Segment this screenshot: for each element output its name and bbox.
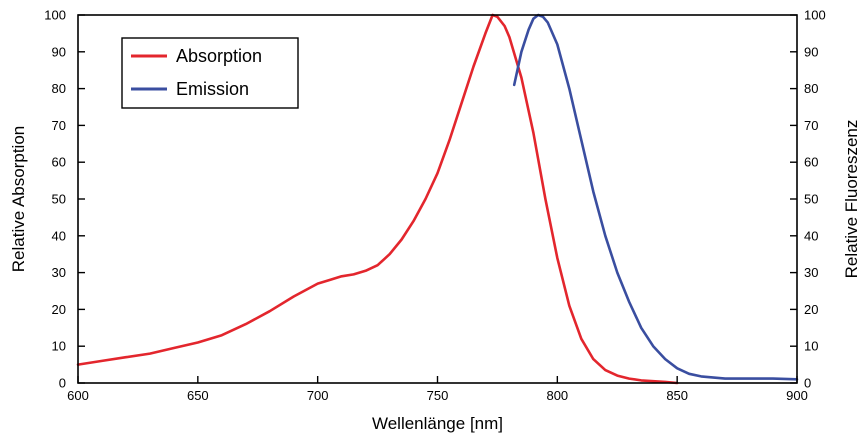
y-tick-label-left: 30 bbox=[52, 265, 66, 280]
series-line-emission bbox=[512, 13, 799, 381]
legend: Absorption Emission bbox=[121, 37, 299, 109]
y-tick-label-right: 50 bbox=[804, 192, 818, 207]
ticks-layer: 600 650 700 750 800 850 9000102030405060708090… bbox=[44, 8, 825, 404]
y-tick-label-left: 100 bbox=[44, 8, 66, 23]
y-axis-title-right: Relative Fluoreszenz bbox=[842, 120, 861, 279]
x-tick-label: 700 bbox=[307, 388, 329, 403]
y-tick-label-right: 20 bbox=[804, 302, 818, 317]
x-tick-label: 800 bbox=[546, 388, 568, 403]
series-line-absorption bbox=[76, 13, 679, 385]
x-tick-label: 900 bbox=[786, 388, 808, 403]
y-tick-label-right: 0 bbox=[804, 376, 811, 391]
x-tick-label: 600 bbox=[67, 388, 89, 403]
y-axis-title-left: Relative Absorption bbox=[9, 126, 28, 272]
y-tick-label-left: 0 bbox=[59, 376, 66, 391]
y-tick-label-right: 60 bbox=[804, 155, 818, 170]
y-tick-label-right: 100 bbox=[804, 8, 826, 23]
y-tick-label-left: 10 bbox=[52, 339, 66, 354]
legend-label-absorption: Absorption bbox=[176, 46, 262, 66]
y-tick-label-right: 40 bbox=[804, 228, 818, 243]
y-tick-label-right: 30 bbox=[804, 265, 818, 280]
x-tick-label: 750 bbox=[427, 388, 449, 403]
y-tick-label-left: 80 bbox=[52, 81, 66, 96]
y-tick-label-left: 40 bbox=[52, 228, 66, 243]
x-tick-label: 850 bbox=[666, 388, 688, 403]
x-axis-title: Wellenlänge [nm] bbox=[372, 414, 503, 433]
legend-label-emission: Emission bbox=[176, 79, 249, 99]
y-tick-label-left: 20 bbox=[52, 302, 66, 317]
x-tick-label: 650 bbox=[187, 388, 209, 403]
y-tick-label-right: 10 bbox=[804, 339, 818, 354]
y-tick-label-right: 70 bbox=[804, 118, 818, 133]
y-tick-label-right: 90 bbox=[804, 44, 818, 59]
y-tick-label-left: 90 bbox=[52, 44, 66, 59]
y-tick-label-left: 50 bbox=[52, 192, 66, 207]
y-tick-label-left: 60 bbox=[52, 155, 66, 170]
y-tick-label-left: 70 bbox=[52, 118, 66, 133]
y-tick-label-right: 80 bbox=[804, 81, 818, 96]
legend-box bbox=[121, 37, 299, 109]
